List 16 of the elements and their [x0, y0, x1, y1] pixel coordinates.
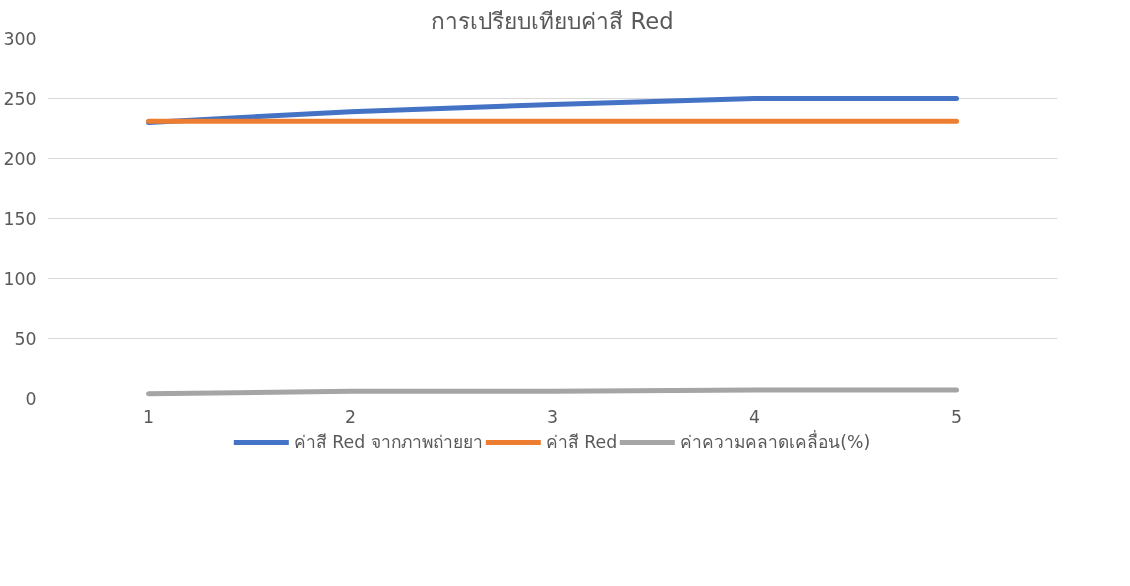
y-tick-label: 200 — [3, 149, 37, 169]
legend-label: ค่าสี Red — [545, 431, 618, 454]
x-tick-label: 2 — [344, 406, 357, 427]
y-tick-label: 50 — [14, 329, 37, 349]
legend-label: ค่าสี Red จากภาพถ่ายยา — [293, 431, 483, 454]
y-tick-label: 150 — [3, 209, 37, 229]
x-tick-label: 1 — [142, 406, 155, 427]
y-tick-label: 250 — [3, 89, 37, 109]
chart-title: การเปรียบเทียบค่าสี Red — [431, 7, 674, 34]
x-tick-label: 3 — [546, 406, 559, 427]
x-tick-label: 4 — [748, 406, 761, 427]
legend-label: ค่าความคลาดเคลื่อน(%) — [680, 429, 871, 454]
y-tick-label: 100 — [3, 269, 37, 289]
y-tick-label: 300 — [3, 29, 37, 49]
x-tick-label: 5 — [950, 406, 963, 427]
y-tick-label: 0 — [25, 389, 37, 409]
